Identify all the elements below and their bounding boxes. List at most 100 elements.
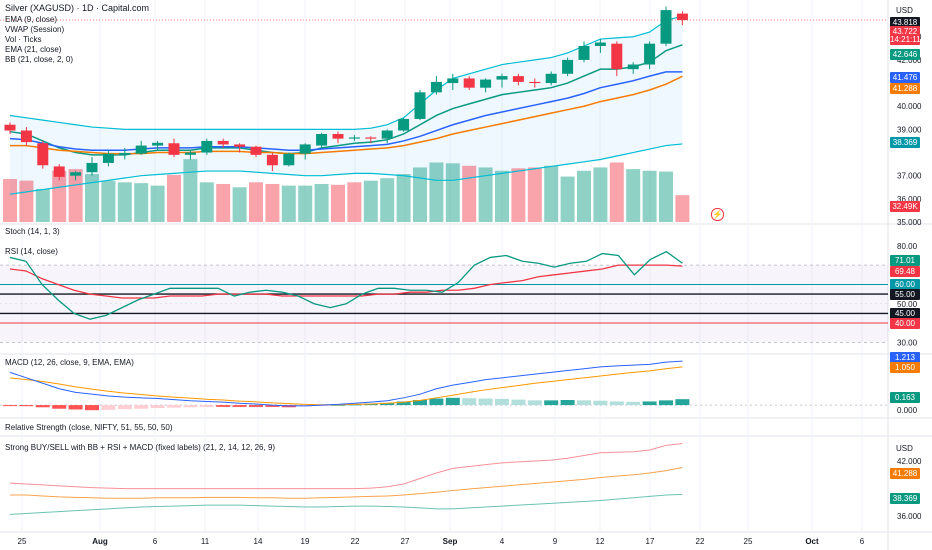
volume-bar <box>413 167 427 222</box>
candle-body <box>545 73 557 84</box>
candle-body <box>480 79 492 88</box>
volume-bar <box>626 169 641 222</box>
volume-bar <box>19 180 34 222</box>
candle-body <box>447 78 459 84</box>
macd-histogram-bar <box>134 405 149 409</box>
x-axis-tick: 19 <box>301 537 310 546</box>
volume-bar <box>68 169 83 222</box>
x-axis-tick: 22 <box>696 537 705 546</box>
candle-body <box>168 143 180 155</box>
strong-mid-line <box>10 467 683 499</box>
volume-bar <box>478 167 493 222</box>
candle-body <box>611 43 623 70</box>
volume-bar <box>249 182 263 222</box>
macd-histogram-bar <box>249 405 263 407</box>
volume-bar <box>85 174 99 222</box>
strong-lower-line <box>9 493 683 515</box>
x-axis-tick: 11 <box>201 537 210 546</box>
currency-label: USD <box>896 6 913 15</box>
volume-bar <box>117 182 132 222</box>
volume-bar <box>363 180 378 222</box>
volume-bar <box>445 163 460 222</box>
candle-body <box>463 78 475 88</box>
volume-bar <box>396 174 411 222</box>
x-axis-tick: Aug <box>92 537 108 546</box>
candle-body <box>152 142 164 146</box>
macd-histogram-bar <box>462 398 477 406</box>
macd-line <box>9 360 683 407</box>
candle-body <box>660 10 672 44</box>
macd-histogram-bar <box>593 400 608 406</box>
macd-histogram-bar <box>429 398 444 406</box>
macd-histogram-bar <box>413 400 427 406</box>
macd-histogram-bar <box>445 397 460 406</box>
candle-body <box>135 145 147 154</box>
macd-histogram-bar <box>52 405 67 409</box>
macd-signal-line <box>9 366 683 406</box>
x-axis-tick: 14 <box>254 537 263 546</box>
macd-histogram-bar <box>35 405 50 408</box>
rsi-band-fill <box>0 265 888 343</box>
volume-bar <box>577 170 591 222</box>
volume-bar <box>593 167 608 222</box>
bb-lower-line <box>9 143 683 195</box>
strong-value-tag: 41.288 <box>890 468 920 479</box>
legend-vwap: VWAP (Session) <box>5 25 65 34</box>
legend-vol: Vol · Ticks <box>5 35 42 44</box>
lightning-icon[interactable]: ⚡ <box>711 208 724 221</box>
macd-histogram-bar <box>150 405 165 408</box>
candle-body <box>217 140 229 145</box>
macd-value-tag: 0.163 <box>890 392 920 403</box>
macd-histogram-bar <box>101 405 116 410</box>
macd-value-tag: 1.050 <box>890 362 920 373</box>
macd-histogram-bar <box>232 405 247 407</box>
volume-bar <box>3 179 17 222</box>
price-tag: 41.288 <box>890 83 920 94</box>
rsi-axis-tick: 80.00 <box>897 242 918 251</box>
volume-bar <box>462 165 477 222</box>
volume-bar <box>216 183 231 222</box>
rsi-level-tag: 60.00 <box>890 278 920 290</box>
x-axis-tick: 27 <box>401 537 410 546</box>
candle-body <box>398 118 410 131</box>
volume-bar <box>331 184 345 222</box>
volume-bar <box>281 185 296 222</box>
candle-body <box>578 46 590 60</box>
candle-body <box>4 124 16 131</box>
macd-histogram-bar <box>68 405 83 410</box>
strong-axis-tick: 36.000 <box>897 512 922 521</box>
x-axis-tick: Oct <box>805 537 819 546</box>
volume-bar <box>560 176 575 222</box>
macd-histogram-bar <box>642 401 657 406</box>
macd-histogram-bar <box>85 405 99 411</box>
rsi-line <box>9 250 683 320</box>
price-tag: 32.49K <box>890 201 920 212</box>
strong-axis-tick: 42.000 <box>897 457 922 466</box>
x-axis-tick: 9 <box>553 537 558 546</box>
x-axis-tick: 25 <box>744 537 753 546</box>
candle-body <box>512 76 524 82</box>
volume-bar <box>183 159 198 222</box>
candle-body <box>381 130 393 139</box>
x-axis-tick: 6 <box>860 537 865 546</box>
macd-histogram-bar <box>527 400 542 406</box>
macd-histogram-bar <box>380 402 395 406</box>
rsi-axis-tick: 50.00 <box>897 300 918 309</box>
volume-bar <box>380 178 395 222</box>
candle-body <box>430 81 442 93</box>
volume-bar <box>199 182 214 222</box>
macd-histogram-bar <box>396 401 411 406</box>
candle-body <box>102 153 114 163</box>
rsi-value-tag: 69.48 <box>890 266 920 277</box>
volume-bar <box>101 180 116 222</box>
price-tag: 43.722 <box>890 26 920 37</box>
macd-histogram-bar <box>3 405 17 407</box>
strong-pane-title: Strong BUY/SELL with BB + RSI + MACD (fi… <box>5 443 276 452</box>
volume-bar <box>232 187 247 222</box>
volume-bar <box>675 195 690 222</box>
macd-histogram-bar <box>675 399 690 406</box>
candle-body <box>496 76 508 80</box>
x-axis-tick: 6 <box>153 537 158 546</box>
candle-body <box>266 154 278 166</box>
